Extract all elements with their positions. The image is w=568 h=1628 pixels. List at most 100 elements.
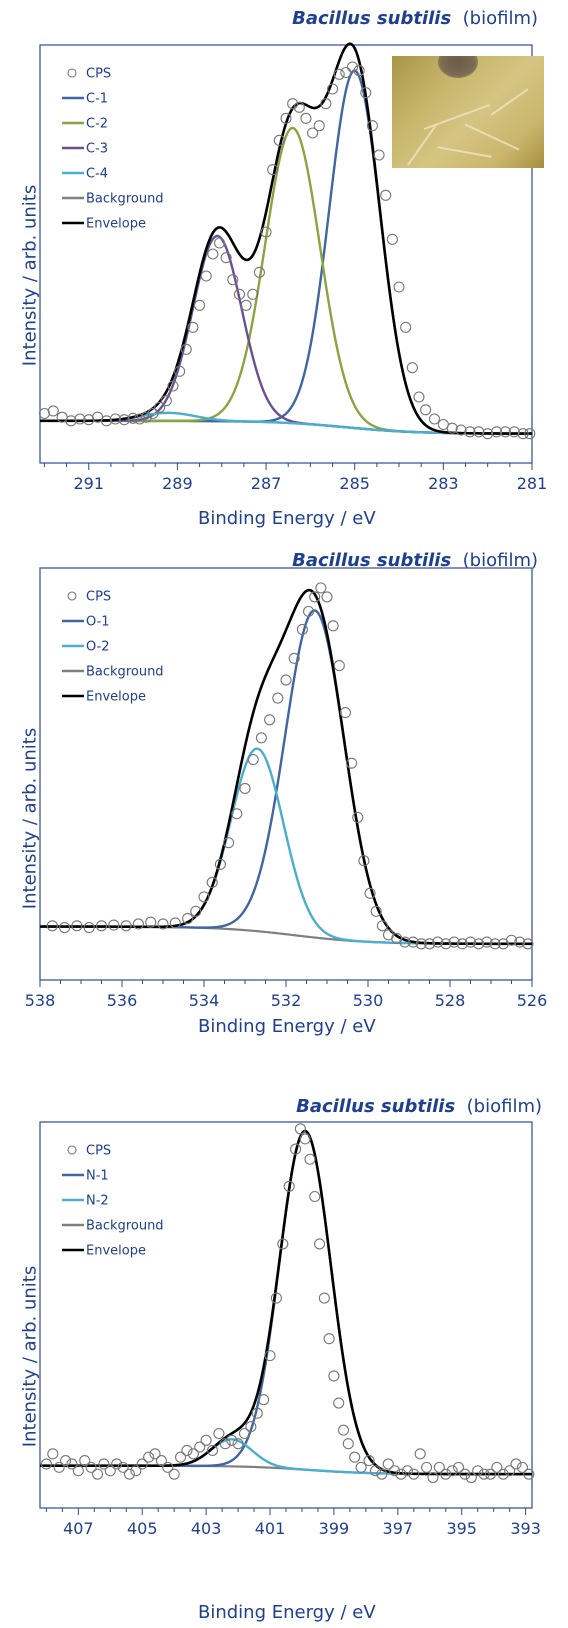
cps-point xyxy=(478,1468,490,1480)
legend-label: O-1 xyxy=(86,615,110,630)
cps-point xyxy=(264,714,276,726)
cps-point xyxy=(510,1458,522,1470)
cps-point xyxy=(206,876,218,888)
cps-point xyxy=(376,920,388,932)
cps-point xyxy=(452,1461,465,1473)
title-species: Bacillus subtilis xyxy=(292,550,452,571)
cps-point xyxy=(408,1468,420,1480)
cps-point xyxy=(240,299,252,311)
chart-panel-n1s: Bacillus subtilis (biofilm) 407 405 403 401… xyxy=(0,1076,568,1628)
cps-point xyxy=(400,321,412,333)
cps-point xyxy=(472,1465,484,1477)
legend-label: CPS xyxy=(86,1144,111,1159)
cps-point xyxy=(149,1448,161,1460)
legend-label: Background xyxy=(86,192,164,207)
legend-label: O-2 xyxy=(86,640,110,655)
o1s-plot: 538 536 534 532 530 528 526 CPS O-1 O-2 Background… xyxy=(25,567,547,1010)
cps-point xyxy=(182,913,194,925)
cps-point xyxy=(227,274,239,286)
peak-c-3-line xyxy=(40,234,532,435)
cps-point xyxy=(484,1468,497,1480)
cps-point xyxy=(206,1444,219,1456)
legend-label: CPS xyxy=(86,67,111,82)
cps-point xyxy=(299,1133,311,1145)
cps-point xyxy=(187,1448,199,1460)
y-axis-label: Intensity / arb. units xyxy=(19,727,41,910)
cps-point xyxy=(342,1438,354,1450)
cps-point xyxy=(213,237,226,249)
x-tick-label: 395 xyxy=(446,1519,477,1538)
panel-title: Bacillus subtilis (biofilm) xyxy=(296,1096,542,1117)
cps-point xyxy=(136,1458,148,1470)
legend-label: C-1 xyxy=(86,92,108,107)
cps-point xyxy=(270,1292,282,1304)
x-tick-label: 538 xyxy=(25,991,56,1010)
cps-point xyxy=(258,1394,270,1406)
cps-point xyxy=(155,1455,167,1467)
cps-point xyxy=(162,1461,174,1473)
cps-point xyxy=(395,1468,407,1480)
cps-point xyxy=(220,252,232,264)
cps-point xyxy=(428,413,441,425)
cps-point xyxy=(46,920,58,932)
x-tick-label: 397 xyxy=(383,1519,414,1538)
cps-point xyxy=(143,1451,155,1463)
cps-point xyxy=(253,266,265,278)
x-tick-label: 405 xyxy=(127,1519,158,1538)
cps-point xyxy=(60,1455,72,1467)
cps-point xyxy=(288,652,300,664)
cps-point xyxy=(505,934,518,946)
cps-point xyxy=(277,1238,289,1250)
cps-point xyxy=(473,426,485,438)
cps-point xyxy=(421,1461,433,1473)
legend-label: CPS xyxy=(86,590,111,605)
cps-point xyxy=(219,1438,231,1450)
cps-point xyxy=(247,753,259,766)
cps-point xyxy=(489,938,501,950)
peak-o-1-line xyxy=(40,609,532,946)
cps-point xyxy=(245,1421,257,1433)
title-suffix: (biofilm) xyxy=(462,550,538,571)
cps-point xyxy=(370,905,382,917)
cps-point xyxy=(508,426,520,438)
cps-point xyxy=(414,1448,426,1460)
cps-point xyxy=(226,1434,238,1446)
cps-point xyxy=(260,226,272,238)
cps-point xyxy=(83,922,95,934)
cps-point xyxy=(190,905,202,917)
cps-point xyxy=(117,1461,129,1473)
cps-point xyxy=(433,1461,445,1473)
cps-point xyxy=(318,1292,330,1304)
cps-point xyxy=(302,605,315,617)
cps-point xyxy=(333,1397,345,1409)
c1s-plot: 291 289 287 285 283 281 CPS C-1 C-2 C-3 C-4 Backgro… xyxy=(38,42,547,493)
cps-point xyxy=(514,936,526,948)
cps-point xyxy=(364,887,376,899)
x-tick-label: 403 xyxy=(191,1519,222,1538)
cps-point xyxy=(427,1471,439,1484)
cps-point xyxy=(213,1427,225,1440)
cps-point xyxy=(85,1461,97,1473)
cps-point xyxy=(272,692,284,704)
cps-point xyxy=(376,1468,388,1480)
cps-point xyxy=(440,938,452,950)
x-axis-label: Binding Energy / eV xyxy=(198,1602,376,1623)
cps-point xyxy=(352,811,364,823)
cps-point xyxy=(47,1448,59,1460)
cps-point xyxy=(111,1458,123,1470)
cps-point xyxy=(499,426,511,438)
cps-point xyxy=(74,413,86,425)
cps-point xyxy=(349,1451,361,1463)
x-tick-label: 530 xyxy=(353,991,384,1010)
cps-point xyxy=(200,1434,212,1446)
peak-n-2-line xyxy=(40,1438,532,1476)
cps-point xyxy=(504,1465,516,1477)
cps-point xyxy=(363,1455,375,1467)
x-tick-label: 407 xyxy=(63,1519,94,1538)
cps-point xyxy=(207,248,219,260)
cps-point xyxy=(53,1461,65,1473)
cps-point xyxy=(72,1465,84,1477)
y-axis-label: Intensity / arb. units xyxy=(19,184,41,367)
cps-point xyxy=(407,936,419,948)
legend-label: C-2 xyxy=(86,117,108,132)
